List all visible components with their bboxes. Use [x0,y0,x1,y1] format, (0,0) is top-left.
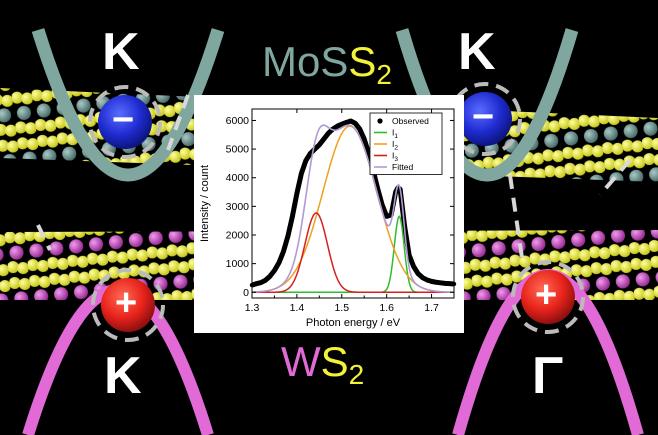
observed-point [438,280,443,286]
observed-point [339,121,344,127]
legend-label-i3: I3 [392,151,398,164]
observed-point [411,264,416,269]
valley-label-gamma-bottom-right: Γ [532,347,564,405]
pl-spectrum-chart: 1.3 1.4 1.5 1.6 1.7 0 1000 2000 3000 4000 5000 6000… [194,95,464,333]
material-label-ws2: WS2 [281,338,364,399]
electron-sign-right: − [472,96,495,138]
x-tick-label: 1.6 [379,302,394,314]
observed-point [321,136,327,142]
observed-point [442,281,448,286]
observed-point [267,274,273,279]
observed-point [258,280,264,285]
valley-label-k-bottom-left: K [104,347,142,405]
series-fitted-line [252,124,454,293]
observed-point [303,158,309,163]
material-label-mos2: MoSS2 [262,38,392,99]
series-i3-line [252,212,454,294]
observed-point [420,275,425,280]
x-axis-label: Photon energy / eV [306,317,401,329]
legend-label-i2: I2 [392,139,398,152]
plot-frame [251,108,455,299]
observed-point [308,151,313,156]
hole-sign-left: + [115,282,138,324]
hole-left [101,278,155,332]
x-tick-label: 1.7 [424,302,439,314]
x-tick-label: 1.5 [334,302,349,314]
electron-left [98,95,152,149]
y-tick-label: 3000 [226,201,250,213]
legend-marker-observed [377,118,383,124]
observed-point [424,277,430,283]
observed-point [433,280,439,285]
legend-label-sub-i2: 2 [394,145,398,152]
y-tick-label: 1000 [226,258,250,270]
legend-label-observed: Observed [392,116,429,126]
observed-point [299,171,304,176]
observed-point [429,279,434,284]
observed-point [344,120,349,125]
electron-sign-left: − [112,99,135,141]
y-tick-label: 6000 [226,115,250,127]
ws2-label-w: W [281,338,321,385]
electron-right [458,92,512,146]
legend-label-sub-i1: 1 [394,133,398,140]
legend-label-i1: I1 [392,128,398,141]
observed-point [384,214,389,219]
y-tick-label: 4000 [226,172,250,184]
observed-point [326,131,331,136]
mos2-label-sub: 2 [376,59,392,90]
observed-point [335,123,340,129]
ws2-label-s: S [320,338,349,385]
observed-point [285,233,291,239]
observed-point [362,136,367,142]
y-axis-label: Intensity / count [199,165,211,242]
observed-point [254,281,259,286]
observed-point [357,126,362,132]
x-tick-label: 1.4 [290,302,305,314]
valley-label-k-top-left: K [102,23,140,81]
mos2-label-s: S [348,38,377,85]
valley-label-k-top-right: K [458,23,496,81]
chart-svg: 1.3 1.4 1.5 1.6 1.7 0 1000 2000 3000 4000 5000 6000… [199,108,457,329]
hole-right [521,270,575,324]
x-tick-label: 1.3 [245,302,260,314]
observed-point [276,260,282,265]
y-tick-label: 5000 [226,144,250,156]
observed-point [348,118,353,124]
observed-point [447,281,452,286]
observed-point [281,249,286,254]
observed-point [272,268,277,273]
legend-label-fitted: Fitted [392,162,414,172]
observed-point [353,121,358,126]
ws2-label-sub: 2 [348,359,365,390]
y-tick-label: 2000 [226,230,250,242]
legend-label-sub-i3: 3 [394,156,398,163]
y-tick-label: 0 [243,287,249,299]
mos2-label-mos: MoS [262,38,349,85]
observed-point [263,278,268,283]
observed-point [415,271,421,276]
observed-point [294,191,300,196]
mos2-band-left [31,28,225,182]
hole-sign-right: + [535,274,558,316]
observed-point [290,214,295,219]
observed-point [317,142,322,147]
